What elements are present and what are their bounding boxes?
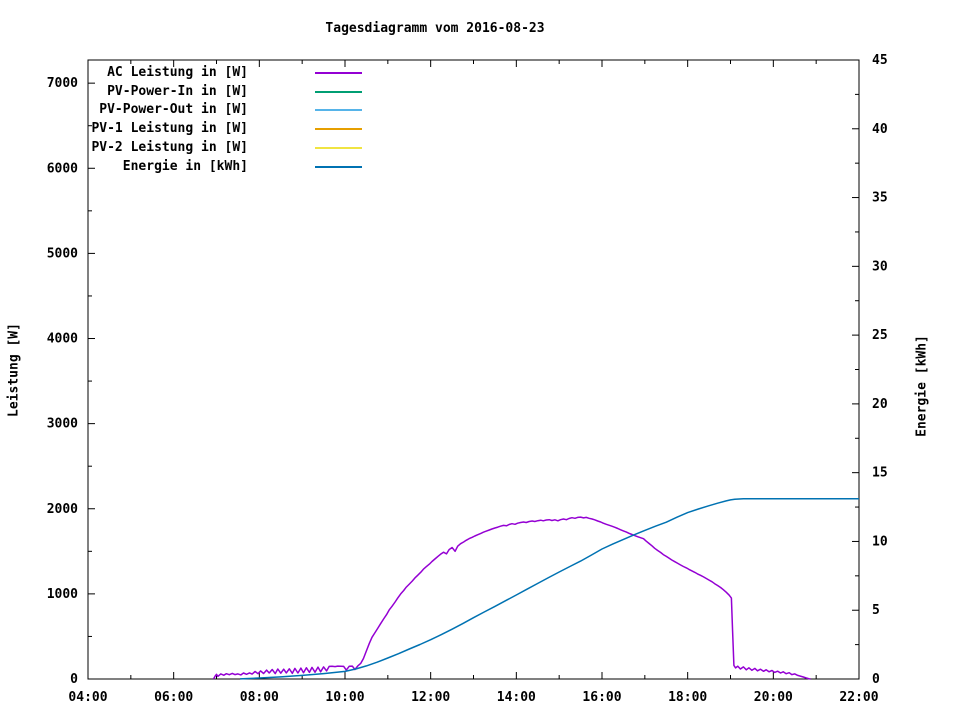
y-left-tick-label: 2000 [47, 502, 78, 517]
y-left-tick-label: 0 [70, 672, 78, 687]
y-right-tick-label: 25 [872, 328, 888, 343]
x-tick-label: 12:00 [411, 690, 450, 705]
y-right-tick-label: 10 [872, 534, 888, 549]
x-tick-label: 06:00 [154, 690, 193, 705]
y-right-tick-label: 30 [872, 259, 888, 274]
x-tick-label: 16:00 [582, 690, 621, 705]
x-tick-label: 20:00 [754, 690, 793, 705]
series-line-0 [212, 516, 811, 680]
y-left-tick-label: 3000 [47, 417, 78, 432]
y-right-tick-label: 45 [872, 53, 888, 68]
chart-title: Tagesdiagramm vom 2016-08-23 [325, 21, 545, 36]
y-right-tick-label: 20 [872, 397, 888, 412]
y-left-tick-label: 6000 [47, 161, 78, 176]
y-left-tick-label: 4000 [47, 332, 78, 347]
x-tick-label: 18:00 [668, 690, 707, 705]
x-tick-label: 22:00 [839, 690, 878, 705]
x-tick-label: 10:00 [325, 690, 364, 705]
x-tick-label: 14:00 [497, 690, 536, 705]
series-line-5 [240, 498, 859, 680]
y-left-tick-label: 1000 [47, 587, 78, 602]
y-right-tick-label: 15 [872, 466, 888, 481]
y-right-tick-label: 40 [872, 122, 888, 137]
plot-border [87, 59, 860, 680]
y-right-tick-label: 35 [872, 191, 888, 206]
y-right-tick-label: 0 [872, 672, 880, 687]
y-left-tick-label: 7000 [47, 76, 78, 91]
x-tick-label: 08:00 [240, 690, 279, 705]
y-left-tick-label: 5000 [47, 246, 78, 261]
y-right-tick-label: 5 [872, 603, 880, 618]
x-tick-label: 04:00 [68, 690, 107, 705]
